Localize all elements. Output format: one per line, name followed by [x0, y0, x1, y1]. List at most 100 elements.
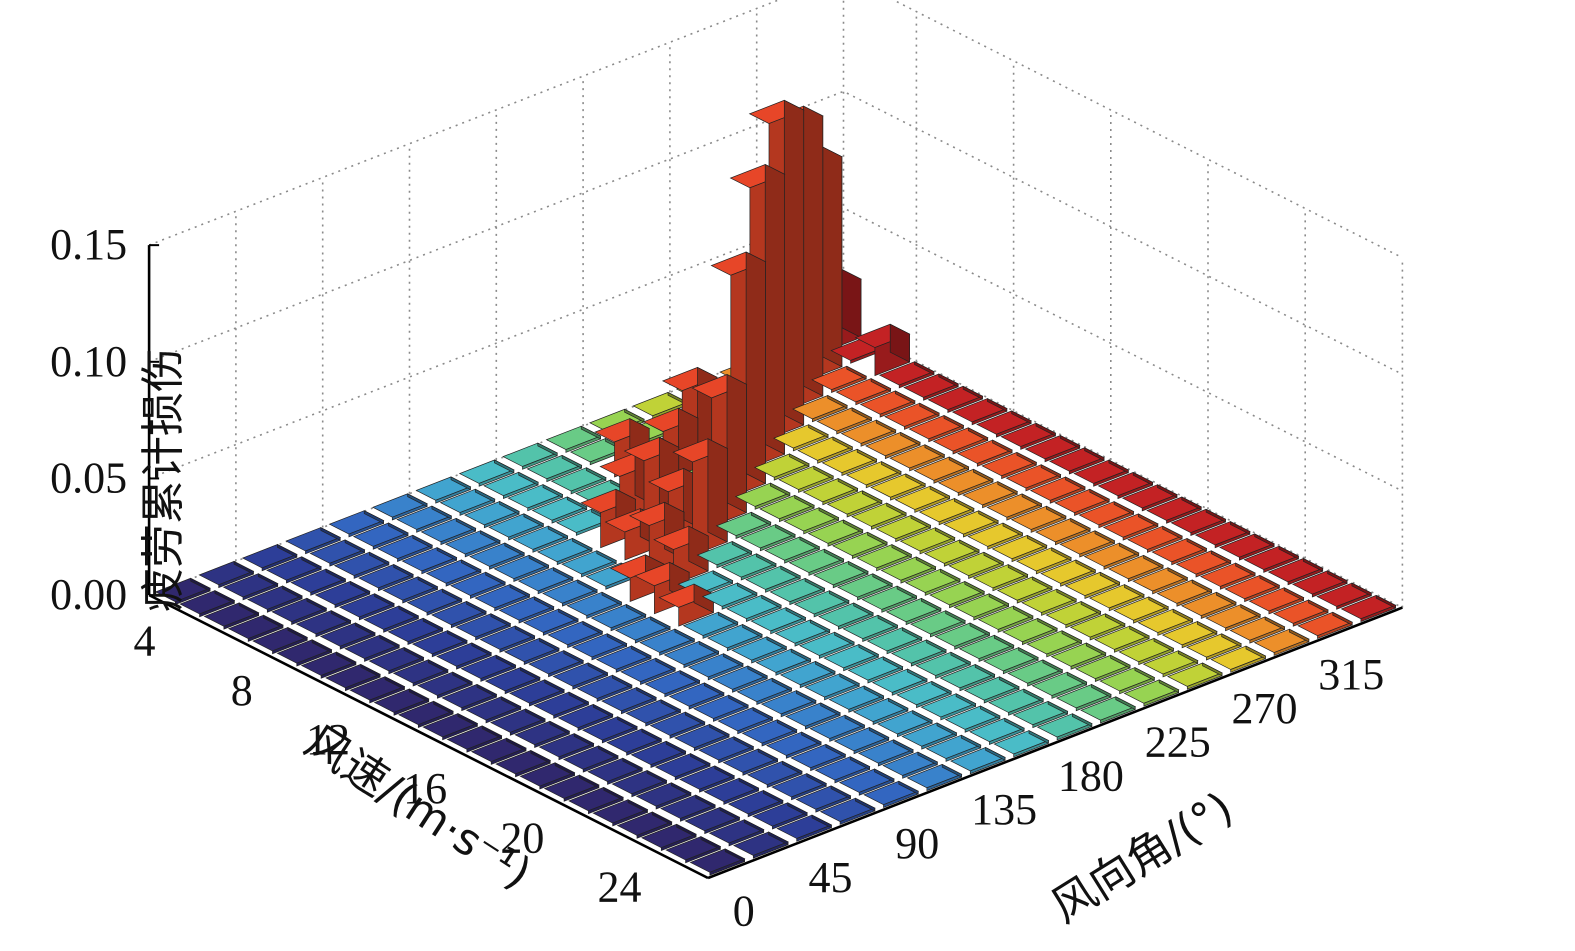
bar — [764, 536, 821, 564]
bar — [752, 802, 808, 830]
bar — [295, 610, 352, 638]
bar — [835, 378, 892, 406]
y-tick-label: 180 — [1058, 751, 1124, 800]
bar — [543, 774, 600, 802]
bar — [547, 620, 604, 649]
bar — [1097, 471, 1154, 500]
bar — [358, 563, 414, 592]
bar — [958, 634, 1015, 663]
bar — [325, 663, 381, 692]
bar — [672, 438, 729, 556]
bar — [993, 730, 1050, 758]
bar — [943, 510, 999, 538]
bar — [901, 722, 958, 750]
bar — [455, 613, 512, 641]
bar — [314, 580, 371, 609]
bar — [875, 514, 932, 543]
bar — [915, 651, 972, 679]
bar — [996, 576, 1053, 604]
bar — [1118, 637, 1175, 666]
bar — [799, 631, 855, 659]
bar — [773, 424, 829, 452]
bar — [1005, 464, 1062, 492]
bar — [1099, 667, 1156, 695]
x-tick-label: 16 — [403, 764, 447, 813]
y-tick-label: 135 — [971, 785, 1037, 834]
bar — [840, 419, 897, 447]
bar — [727, 789, 784, 818]
bar — [1094, 625, 1150, 653]
bar — [753, 453, 810, 481]
bar — [1200, 562, 1256, 590]
bar — [425, 559, 482, 587]
bar — [382, 576, 439, 604]
bar — [939, 663, 996, 692]
bar — [687, 653, 744, 681]
bar — [1180, 591, 1237, 620]
bar — [568, 786, 624, 815]
bar — [679, 765, 736, 793]
bar — [736, 677, 793, 706]
bar — [545, 425, 602, 453]
bar — [431, 600, 487, 629]
bar — [1000, 422, 1057, 450]
bar — [420, 517, 477, 546]
bar — [1026, 630, 1083, 658]
bar — [474, 583, 531, 612]
bar — [712, 665, 769, 693]
bar — [654, 753, 711, 781]
bar — [1248, 587, 1305, 615]
bar — [590, 603, 647, 632]
bar — [566, 591, 623, 619]
y-tick-label: 0 — [733, 887, 755, 936]
bar — [1229, 616, 1286, 644]
bar — [991, 534, 1048, 563]
bar — [863, 780, 920, 809]
grid-layer — [148, 0, 1404, 609]
y-tick-label: 225 — [1145, 718, 1211, 767]
bar — [779, 660, 836, 689]
bar — [444, 530, 501, 558]
bar — [783, 507, 840, 535]
bar — [701, 582, 758, 610]
bar — [528, 650, 585, 678]
bar — [871, 668, 928, 696]
bar — [252, 626, 309, 655]
bar — [1024, 434, 1081, 463]
x-axis-line — [148, 593, 709, 880]
bar — [927, 385, 984, 414]
bar — [865, 431, 921, 460]
bar — [720, 553, 777, 581]
bar — [665, 836, 722, 864]
bar — [1029, 476, 1086, 504]
bar — [908, 414, 965, 443]
bar — [1132, 567, 1189, 595]
bar — [1156, 579, 1213, 607]
bar — [1253, 628, 1310, 656]
bar — [851, 502, 907, 530]
bar — [899, 527, 956, 555]
bar — [1108, 554, 1164, 583]
bar — [981, 451, 1038, 480]
bar — [852, 697, 909, 726]
bar — [1137, 608, 1194, 636]
bar — [1021, 588, 1078, 616]
bar — [436, 642, 493, 670]
bar — [776, 814, 833, 842]
bar — [509, 679, 565, 707]
bar — [668, 682, 725, 710]
bar — [929, 580, 986, 609]
bar — [707, 623, 763, 652]
axis-layer — [147, 245, 1403, 880]
bar — [771, 773, 828, 801]
bar — [674, 723, 730, 752]
bar — [696, 540, 753, 569]
bar — [333, 551, 390, 579]
x-tick-label: 20 — [500, 813, 544, 862]
bar — [464, 500, 520, 529]
bar — [490, 708, 546, 736]
bar — [533, 691, 590, 719]
bar — [469, 542, 526, 570]
bar — [715, 511, 772, 540]
bar — [1151, 537, 1208, 566]
